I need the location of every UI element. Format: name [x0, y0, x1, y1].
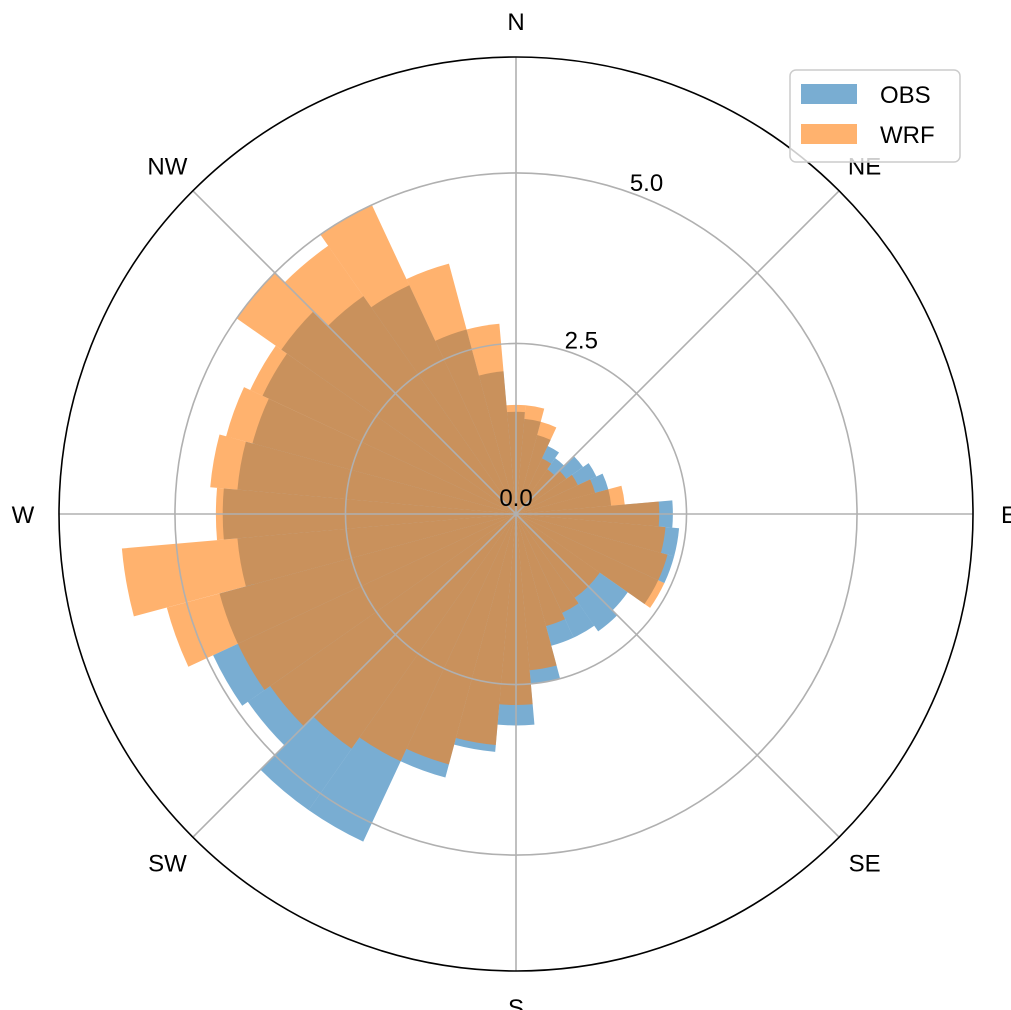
bar-wrf-330deg	[320, 204, 516, 514]
bar-wrf-260deg	[121, 514, 516, 617]
bar-wrf-300deg	[250, 345, 516, 514]
bar-wrf-230deg	[270, 514, 516, 727]
bar-wrf-20deg	[516, 421, 557, 514]
bar-wrf-350deg	[466, 323, 516, 514]
wrf-bars	[121, 204, 668, 765]
bar-wrf-190deg	[455, 514, 516, 746]
bar-wrf-150deg	[516, 514, 579, 613]
bar-wrf-140deg	[516, 514, 589, 598]
bar-wrf-30deg	[516, 458, 552, 514]
legend-swatch-obs	[801, 84, 857, 104]
bar-wrf-170deg	[516, 514, 557, 671]
bar-wrf-50deg	[516, 470, 567, 514]
polar-grid	[59, 57, 973, 971]
bar-wrf-320deg	[284, 245, 516, 514]
legend-swatch-wrf	[801, 124, 857, 144]
spoke-se	[515, 513, 840, 838]
direction-label-e: E	[1001, 502, 1011, 529]
bar-wrf-70deg	[516, 479, 596, 514]
radial-tick-labels: 0.0 2.5 5.0	[499, 170, 663, 512]
legend-label-wrf: WRF	[880, 122, 935, 149]
polar-frame	[58, 56, 974, 972]
spoke-nw	[192, 190, 517, 515]
direction-label-sw: SW	[148, 851, 187, 878]
spoke-sw	[192, 513, 517, 838]
direction-label-se: SE	[849, 851, 881, 878]
spoke-ne	[515, 190, 840, 515]
legend-label-obs: OBS	[880, 82, 931, 109]
bar-wrf-40deg	[516, 469, 555, 514]
radial-tick-label-2.5: 2.5	[565, 327, 598, 354]
radial-tick-label-5.0: 5.0	[630, 170, 663, 197]
direction-label-nw: NW	[147, 153, 187, 180]
bar-wrf-340deg	[406, 263, 516, 514]
bar-wrf-130deg	[516, 514, 600, 587]
bar-wrf-60deg	[516, 474, 578, 514]
bar-wrf-200deg	[406, 514, 516, 765]
bar-wrf-220deg	[313, 514, 516, 749]
direction-label-n: N	[507, 9, 524, 36]
radial-tick-label-0.0: 0.0	[499, 485, 532, 512]
bar-wrf-160deg	[516, 514, 565, 626]
bar-wrf-290deg	[226, 387, 517, 514]
bar-wrf-110deg	[516, 514, 668, 581]
bar-wrf-210deg	[359, 514, 516, 762]
bar-wrf-120deg	[516, 514, 665, 608]
bar-wrf-240deg	[237, 514, 516, 691]
bar-wrf-80deg	[516, 485, 625, 514]
outer-frame-circle	[58, 56, 974, 972]
bar-wrf-280deg	[210, 434, 517, 514]
bar-wrf-310deg	[236, 272, 516, 514]
bar-wrf-250deg	[166, 514, 516, 667]
bar-wrf-100deg	[516, 514, 666, 553]
bar-wrf-10deg	[516, 405, 545, 514]
legend: OBS WRF	[789, 69, 961, 163]
direction-label-s: S	[508, 995, 524, 1010]
direction-label-w: W	[12, 502, 35, 529]
